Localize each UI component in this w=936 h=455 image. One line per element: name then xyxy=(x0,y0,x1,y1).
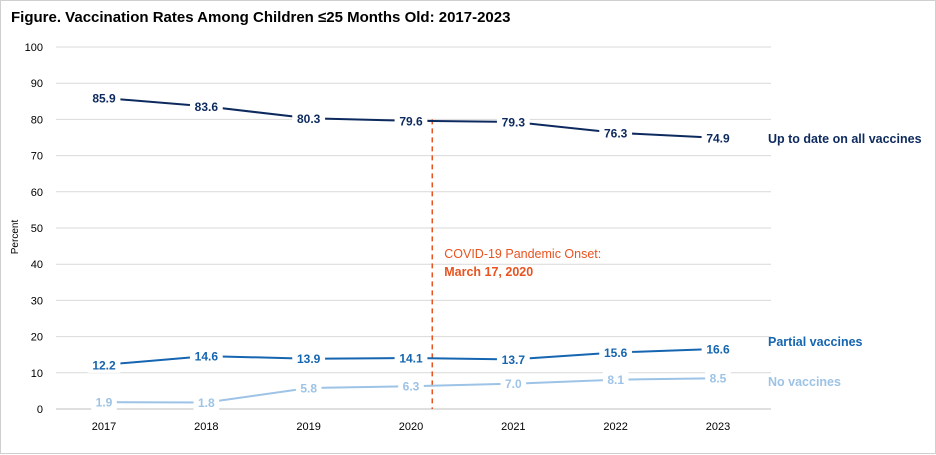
data-labels: 85.9 83.6 80.3 79.6 79.3 76.3 74.9 Up to date o… xyxy=(87,90,922,411)
y-tick-label: 0 xyxy=(37,404,43,416)
data-label-bg xyxy=(193,394,220,411)
x-tick-label: 2023 xyxy=(706,421,730,433)
data-label: 1.8 xyxy=(198,396,215,410)
data-label-bg xyxy=(394,112,428,129)
data-label: 79.3 xyxy=(502,115,526,129)
y-tick-label: 70 xyxy=(31,151,43,163)
data-label-bg xyxy=(189,348,223,365)
series-name-label: Up to date on all vaccines xyxy=(768,132,922,146)
data-label: 80.3 xyxy=(297,112,321,126)
data-label: 8.1 xyxy=(607,373,624,387)
y-tick-label: 90 xyxy=(31,78,43,90)
data-label-bg xyxy=(701,340,735,357)
data-label: 14.1 xyxy=(399,351,423,365)
data-label: 13.7 xyxy=(502,353,526,367)
data-label: 83.6 xyxy=(195,100,219,114)
data-label-bg xyxy=(292,110,326,127)
data-label-bg xyxy=(189,98,223,115)
series-name-label: No vaccines xyxy=(768,375,841,389)
data-label-bg xyxy=(295,380,322,397)
data-label: 1.9 xyxy=(96,396,113,410)
data-label-bg xyxy=(87,90,121,107)
data-label-bg xyxy=(599,344,633,361)
data-label: 6.3 xyxy=(403,380,420,394)
data-label: 5.8 xyxy=(300,382,317,396)
data-label: 79.6 xyxy=(399,114,423,128)
data-label: 76.3 xyxy=(604,126,628,140)
data-label: 14.6 xyxy=(195,350,219,364)
pandemic-onset-label-line1: COVID-19 Pandemic Onset: xyxy=(444,247,601,261)
data-label: 74.9 xyxy=(706,131,730,145)
gridlines xyxy=(56,46,771,374)
x-tick-label: 2020 xyxy=(399,421,423,433)
data-label: 16.6 xyxy=(706,342,730,356)
y-axis-label: Percent xyxy=(10,220,21,255)
y-tick-label: 40 xyxy=(31,259,43,271)
data-label-bg xyxy=(705,370,731,387)
y-tick-label: 100 xyxy=(25,42,43,54)
data-label-bg xyxy=(292,350,326,367)
data-label: 13.9 xyxy=(297,352,321,366)
pandemic-onset-label-line2: March 17, 2020 xyxy=(444,265,533,279)
data-label-bg xyxy=(394,349,428,366)
data-label-bg xyxy=(500,375,527,392)
y-tick-label: 20 xyxy=(31,332,43,344)
axes: 0 10 20 30 40 50 60 70 80 90 100 2017 2018 2019 2020 20… xyxy=(25,42,771,433)
data-label-bg xyxy=(599,124,633,141)
data-label-bg xyxy=(398,378,424,395)
pandemic-annotation: COVID-19 Pandemic Onset: March 17, 2020 xyxy=(431,119,601,409)
x-tick-label: 2018 xyxy=(194,421,218,433)
y-tick-label: 80 xyxy=(31,114,43,126)
y-tick-label: 30 xyxy=(31,295,43,307)
data-label-bg xyxy=(496,113,530,130)
data-label-bg xyxy=(87,356,121,373)
x-tick-label: 2022 xyxy=(603,421,627,433)
x-tick-label: 2019 xyxy=(296,421,320,433)
x-tick-label: 2017 xyxy=(92,421,116,433)
chart-title: Figure. Vaccination Rates Among Children… xyxy=(11,9,510,26)
data-label: 15.6 xyxy=(604,346,628,360)
series-name-label: Partial vaccines xyxy=(768,335,863,349)
data-label-bg xyxy=(602,371,629,388)
data-label-bg xyxy=(91,394,117,411)
data-label-bg xyxy=(701,129,735,146)
data-label-bg xyxy=(496,351,530,368)
data-label: 12.2 xyxy=(92,358,116,372)
y-tick-label: 10 xyxy=(31,368,43,380)
y-tick-label: 50 xyxy=(31,223,43,235)
x-tick-label: 2021 xyxy=(501,421,525,433)
data-label: 85.9 xyxy=(92,92,116,106)
data-label: 8.5 xyxy=(710,372,727,386)
y-tick-label: 60 xyxy=(31,187,43,199)
data-label: 7.0 xyxy=(505,377,522,391)
